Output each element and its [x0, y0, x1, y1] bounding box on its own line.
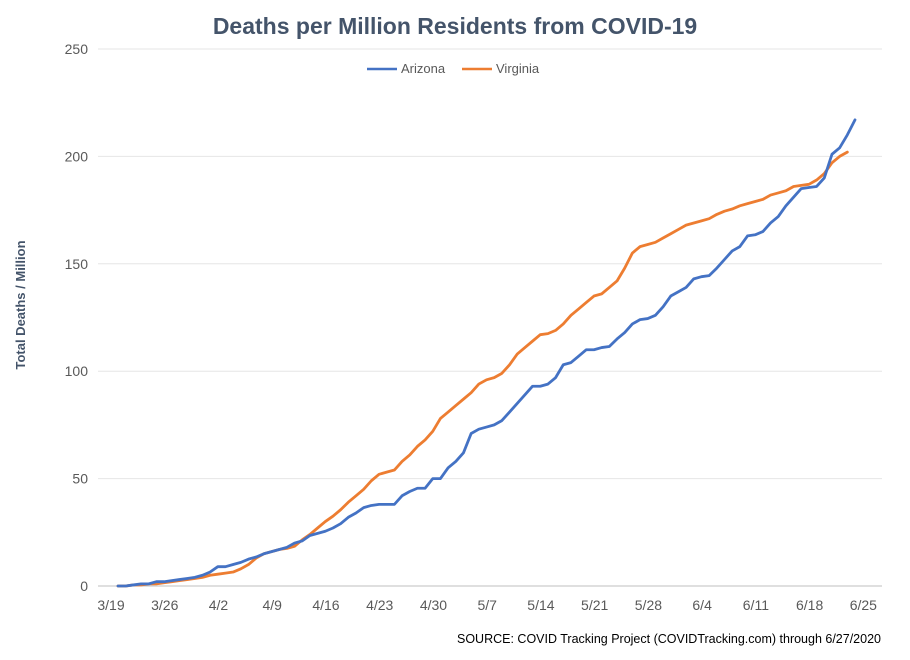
x-tick-label: 6/18 — [796, 597, 823, 613]
x-tick-label: 5/14 — [527, 597, 554, 613]
source-note: SOURCE: COVID Tracking Project (COVIDTra… — [457, 632, 881, 646]
x-tick-label: 5/21 — [581, 597, 608, 613]
x-tick-label: 3/26 — [151, 597, 178, 613]
y-tick-label: 50 — [72, 471, 88, 487]
series-lines — [116, 118, 857, 588]
x-tick-label: 6/11 — [743, 597, 769, 613]
x-axis-ticks: 3/19 3/26 4/2 4/9 4/16 4/23 4/30 5/7 5/14 5/21 5/2… — [97, 597, 877, 613]
y-tick-label: 250 — [65, 41, 89, 57]
legend-label-virginia: Virginia — [496, 61, 540, 76]
x-tick-label: 6/25 — [850, 597, 877, 613]
x-tick-label: 4/9 — [262, 597, 282, 613]
legend-label-arizona: Arizona — [401, 61, 446, 76]
x-tick-label: 5/28 — [635, 597, 662, 613]
y-tick-label: 0 — [80, 578, 88, 594]
y-axis-label: Total Deaths / Million — [13, 240, 28, 369]
y-tick-label: 200 — [65, 148, 89, 164]
y-tick-label: 100 — [65, 363, 89, 379]
legend: Arizona Virginia — [367, 61, 540, 76]
series-line-arizona — [116, 118, 857, 588]
y-tick-label: 150 — [65, 256, 89, 272]
gridlines — [98, 48, 882, 480]
x-tick-label: 3/19 — [97, 597, 124, 613]
x-tick-label: 6/4 — [692, 597, 712, 613]
chart-title: Deaths per Million Residents from COVID-… — [213, 13, 697, 39]
series-line-virginia — [116, 150, 849, 588]
x-tick-label: 4/16 — [312, 597, 339, 613]
x-tick-label: 4/30 — [420, 597, 447, 613]
x-tick-label: 5/7 — [477, 597, 497, 613]
x-tick-label: 4/23 — [366, 597, 393, 613]
y-axis-ticks: 0 50 100 150 200 250 — [65, 41, 89, 594]
x-tick-label: 4/2 — [209, 597, 229, 613]
